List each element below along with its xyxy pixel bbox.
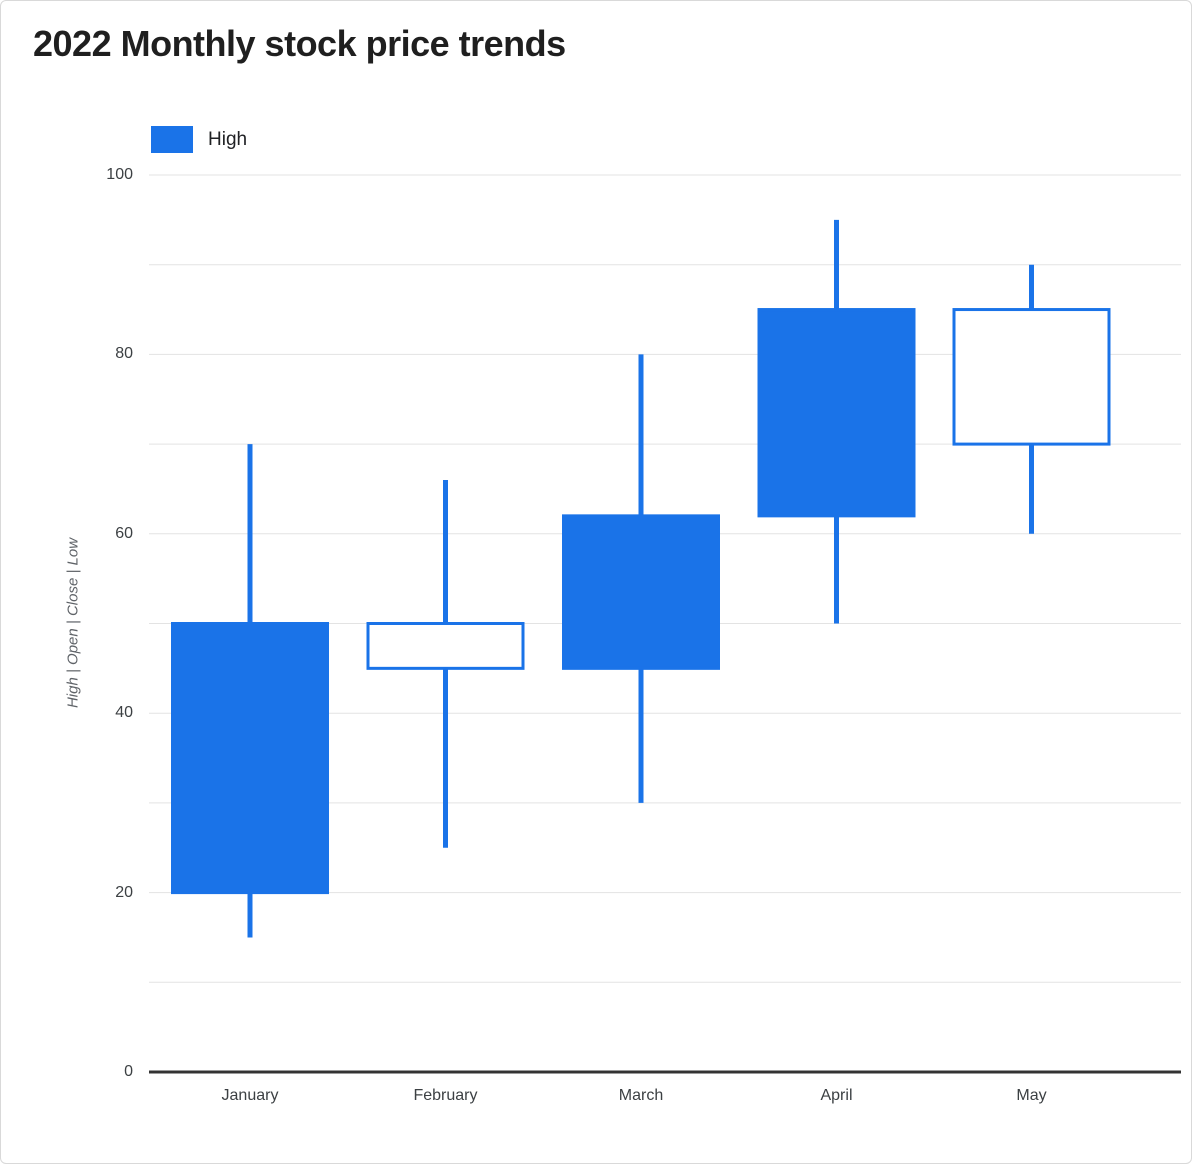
legend[interactable]: High <box>151 126 247 153</box>
candle-january[interactable] <box>171 444 329 938</box>
y-tick-label-20: 20 <box>115 883 133 901</box>
x-axis-label-february: February <box>413 1087 478 1104</box>
candle-body <box>757 308 916 518</box>
y-tick-label-80: 80 <box>115 345 133 363</box>
candle-may[interactable] <box>952 264 1111 534</box>
y-tick-label-40: 40 <box>115 704 133 722</box>
candle-body <box>952 308 1111 446</box>
legend-swatch-high[interactable] <box>151 126 193 153</box>
y-tick-label-0: 0 <box>124 1063 133 1080</box>
y-tick-label-60: 60 <box>115 524 133 542</box>
chart-title: 2022 Monthly stock price trends <box>33 23 566 64</box>
x-axis-label-march: March <box>618 1087 664 1104</box>
candle-body <box>171 622 329 895</box>
x-axis-label-january: January <box>221 1087 279 1104</box>
legend-label-high: High <box>208 128 248 150</box>
y-tick-label-100: 100 <box>106 166 133 183</box>
x-axis-label-april: April <box>820 1087 853 1104</box>
x-axis-label-may: May <box>1016 1087 1047 1104</box>
candle-april[interactable] <box>757 219 916 624</box>
candle-body <box>366 622 525 670</box>
candle-march[interactable] <box>562 354 720 803</box>
candle-body <box>562 514 720 670</box>
candle-february[interactable] <box>366 479 525 848</box>
